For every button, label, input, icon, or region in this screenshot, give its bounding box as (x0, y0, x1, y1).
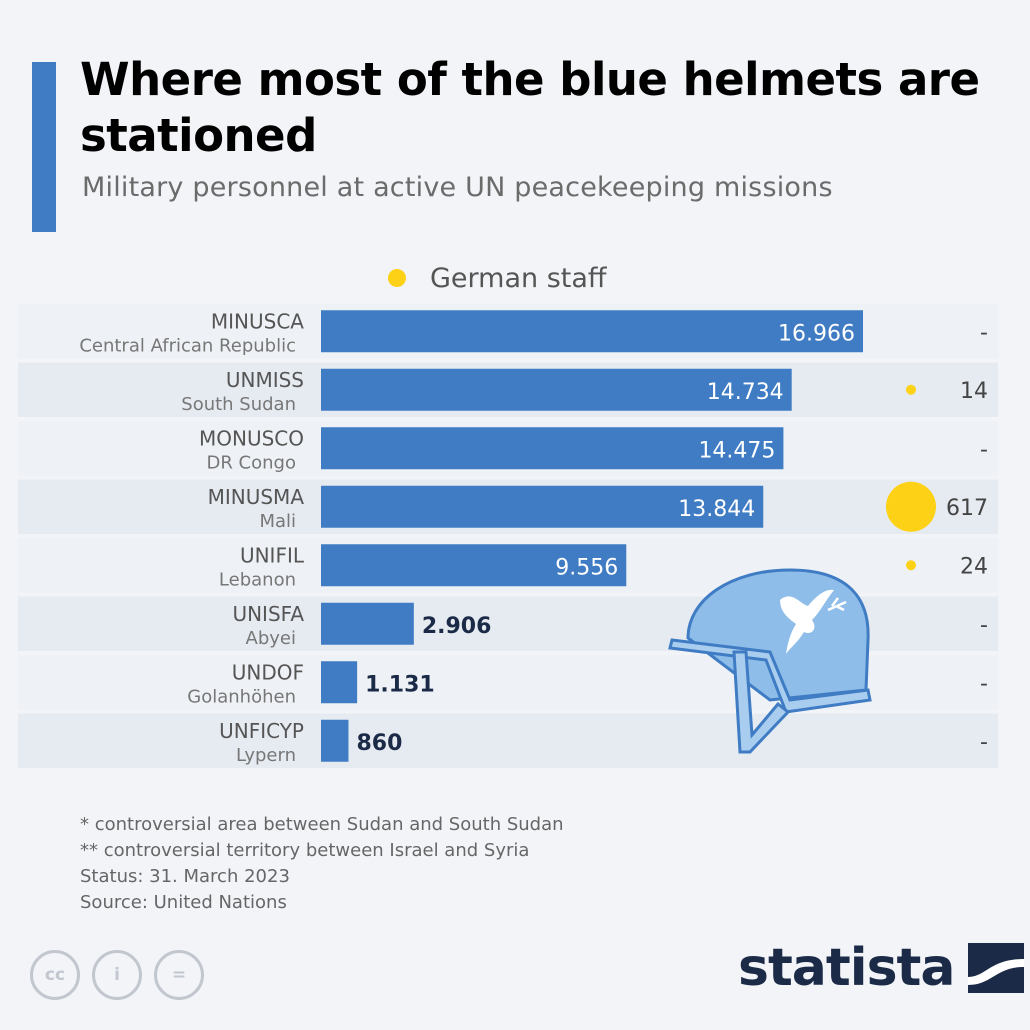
german-staff-value: 617 (946, 496, 988, 521)
bar-unficyp (321, 719, 349, 762)
dove-icon (780, 589, 847, 654)
source-line: Source: United Nations (80, 892, 287, 913)
category-sublabel: Lebanon (219, 569, 296, 590)
row-band (18, 713, 998, 768)
category-label: UNDOF (232, 660, 304, 684)
german-staff-marker (886, 481, 936, 532)
bar-value-label: 2.906 (422, 614, 492, 639)
category-label: MINUSCA (211, 309, 304, 333)
footnote-line: ** controversial territory between Israe… (80, 840, 530, 861)
legend-marker-german-staff (388, 269, 406, 287)
german-staff-value: - (980, 671, 988, 696)
statista-brand[interactable]: statista (738, 938, 1025, 998)
footnote-line: * controversial area between Sudan and S… (80, 814, 564, 835)
bar-value-label: 860 (356, 731, 402, 756)
category-sublabel: Golanhöhen (187, 686, 296, 707)
bar-undof (321, 661, 358, 704)
statista-logo-icon (968, 943, 1025, 993)
bar-value-label: 13.844 (678, 497, 755, 522)
category-sublabel: Lypern (236, 745, 296, 766)
category-sublabel: Mali (259, 511, 296, 532)
german-staff-marker (906, 560, 916, 571)
german-staff-value: 14 (960, 379, 988, 404)
equals-icon[interactable]: = (154, 950, 204, 1000)
chart-title: Where most of the blue helmets are stati… (80, 53, 980, 162)
status-line: Status: 31. March 2023 (80, 866, 290, 887)
category-label: UNISFA (232, 602, 304, 626)
bar-minusca (321, 310, 863, 353)
chart-subtitle: Military personnel at active UN peacekee… (82, 172, 833, 203)
bar-unifil (321, 544, 627, 587)
bar-minusma (321, 485, 764, 528)
bar-value-label: 9.556 (555, 555, 618, 580)
title-accent-bar (32, 62, 56, 232)
german-staff-marker (906, 384, 916, 395)
helmet-icon (668, 568, 872, 754)
category-label: MONUSCO (199, 426, 304, 450)
cc-icon[interactable]: cc (30, 950, 80, 1000)
legend: German staff (388, 258, 607, 298)
category-sublabel: South Sudan (181, 394, 296, 415)
bar-value-label: 14.475 (698, 438, 775, 463)
german-staff-value: - (980, 730, 988, 755)
license-icons: cc i = (30, 950, 204, 1000)
category-sublabel: Central African Republic (79, 335, 296, 356)
bar-value-label: 14.734 (707, 380, 784, 405)
category-label: UNIFIL (240, 543, 305, 567)
bar-unisfa (321, 602, 414, 645)
german-staff-value: - (980, 320, 988, 345)
person-icon[interactable]: i (92, 950, 142, 1000)
brand-name: statista (738, 938, 955, 998)
category-label: UNFICYP (219, 719, 304, 743)
category-sublabel: DR Congo (206, 452, 296, 473)
bar-value-label: 1.131 (365, 672, 435, 697)
german-staff-value: 24 (960, 554, 988, 579)
bar-unmiss (321, 368, 792, 411)
bar-value-label: 16.966 (778, 321, 855, 346)
category-sublabel: Abyei (246, 628, 296, 649)
category-label: UNMISS (226, 368, 304, 392)
legend-label: German staff (430, 262, 607, 294)
german-staff-value: - (980, 613, 988, 638)
footnotes: * controversial area between Sudan and S… (80, 812, 564, 916)
german-staff-value: - (980, 437, 988, 462)
bar-monusco (321, 427, 784, 470)
category-label: MINUSMA (208, 485, 305, 509)
